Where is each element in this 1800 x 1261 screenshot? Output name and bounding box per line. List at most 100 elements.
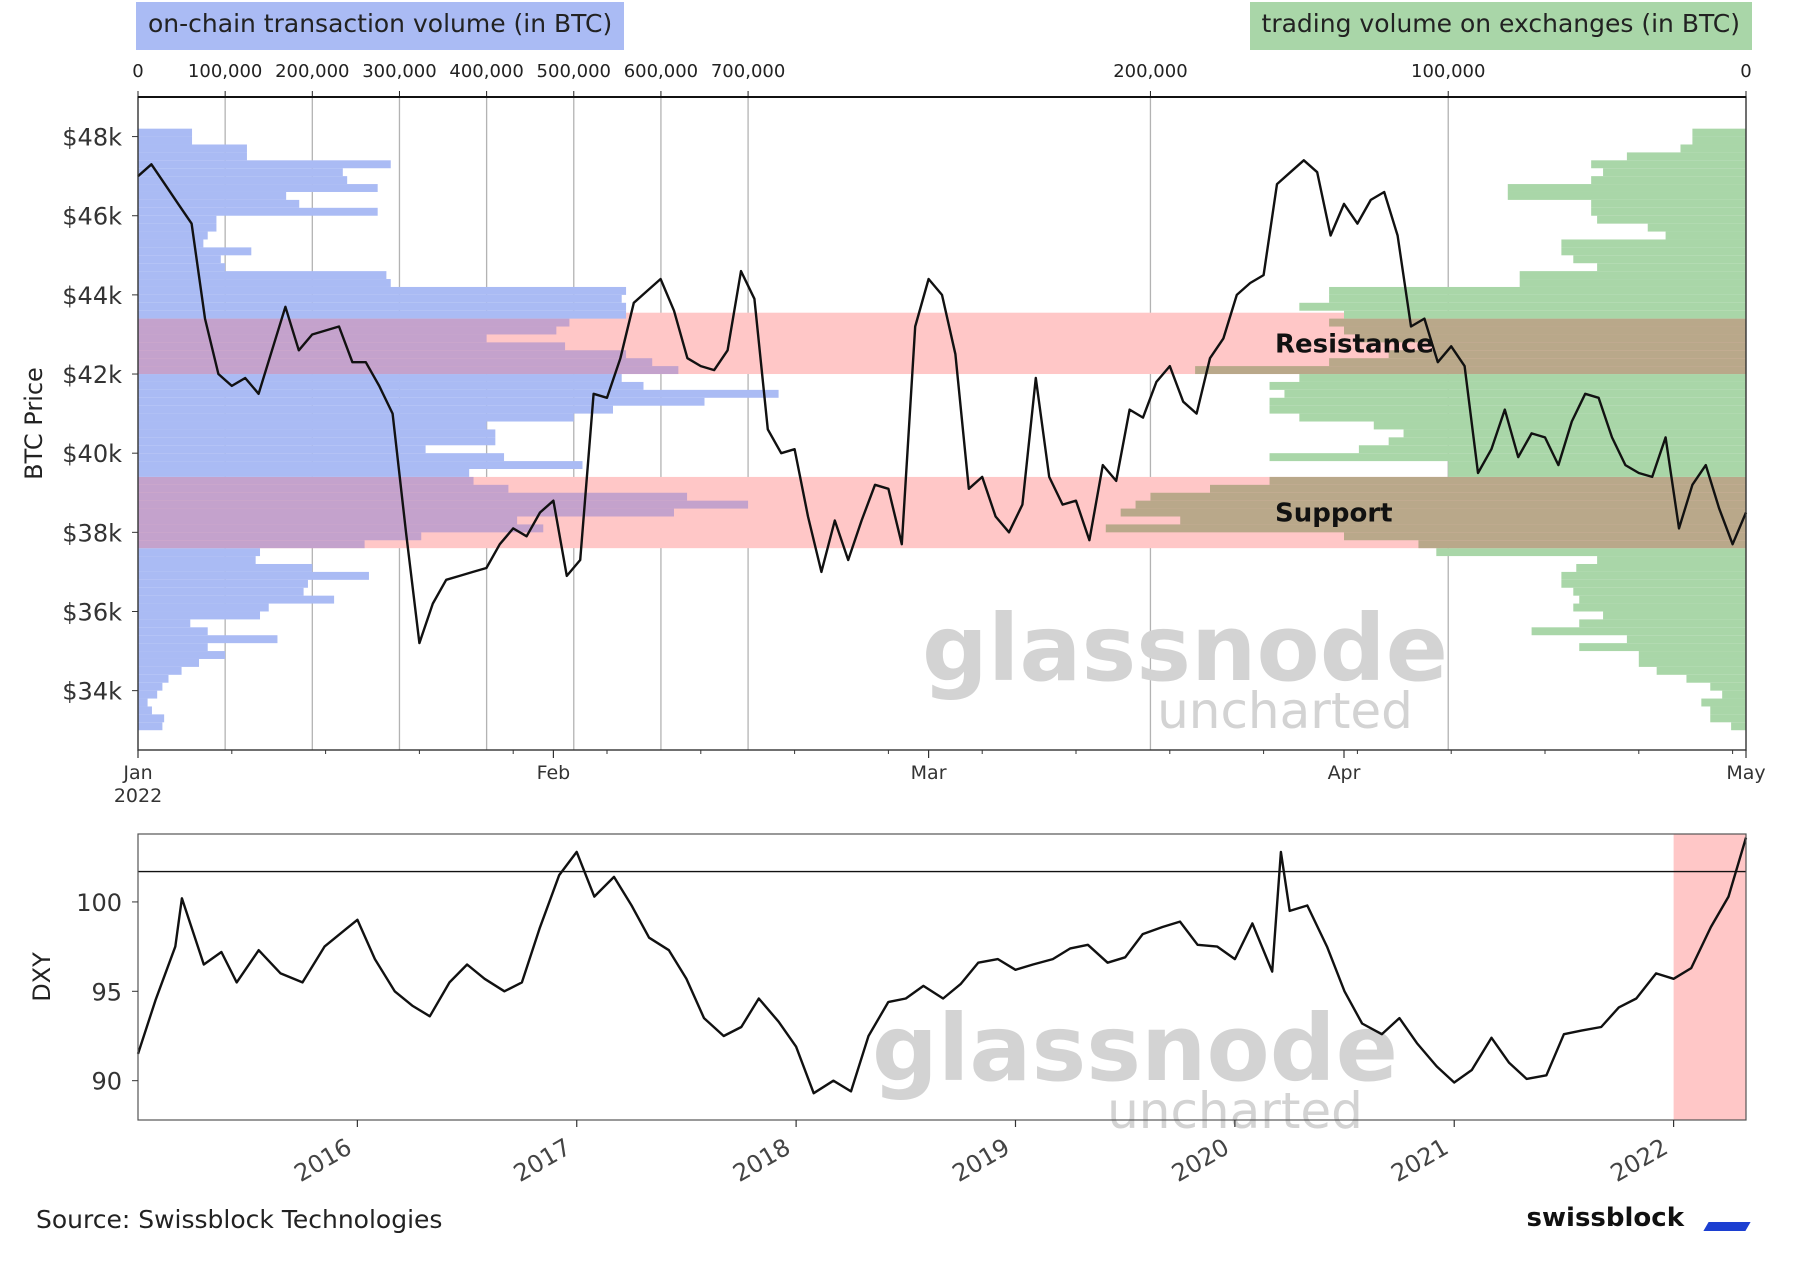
onchain-volume-bar <box>138 255 221 264</box>
onchain-volume-bar <box>138 215 217 224</box>
exchange-volume-bar <box>1591 176 1746 185</box>
dxy-line <box>136 837 1748 1095</box>
x-tick-label: Mar <box>911 762 947 784</box>
x-tick-label: May <box>1726 762 1765 784</box>
exchange-volume-bar <box>1603 611 1746 620</box>
dxy-x-tick-label: 2017 <box>509 1133 576 1188</box>
top-right-tick-label: 200,000 <box>1113 61 1187 82</box>
onchain-volume-bar <box>138 326 557 335</box>
onchain-volume-bar <box>138 128 193 137</box>
top-left-tick-label: 500,000 <box>537 61 611 82</box>
onchain-volume-bar <box>138 722 163 731</box>
exchange-volume-bar <box>1329 286 1746 295</box>
onchain-volume-bar <box>138 635 278 644</box>
exchange-volume-bar <box>1120 508 1746 517</box>
exchange-volume-bar <box>1507 191 1746 200</box>
onchain-volume-bar <box>138 413 574 422</box>
onchain-volume-bar <box>138 263 226 272</box>
onchain-volume-bar <box>138 168 343 177</box>
exchange-volume-bar <box>1448 461 1746 470</box>
dxy-x-tick-label: 2019 <box>948 1133 1015 1188</box>
exchange-volume-bar <box>1329 358 1746 367</box>
y-tick-label: $48k <box>62 124 122 152</box>
onchain-volume-bar <box>138 492 688 501</box>
exchange-volume-bar <box>1680 144 1746 153</box>
exchange-volume-bar <box>1656 666 1746 675</box>
exchange-volume-bar <box>1573 255 1746 264</box>
x-tick-label: Apr <box>1328 762 1361 784</box>
exchange-volume-bar <box>1561 247 1746 256</box>
exchange-volume-bar <box>1591 199 1746 208</box>
exchange-volume-bar <box>1519 271 1746 280</box>
onchain-volume-bar <box>138 643 208 652</box>
onchain-volume-bar <box>138 595 335 604</box>
exchange-volume-bar <box>1665 231 1746 240</box>
exchange-volume-bar <box>1358 334 1746 343</box>
dxy-x-tick-label: 2022 <box>1606 1133 1673 1188</box>
exchange-volume-bar <box>1701 698 1746 707</box>
exchange-volume-bar <box>1299 302 1746 311</box>
onchain-volume-bar <box>138 619 191 628</box>
exchange-volume-bar <box>1722 690 1746 699</box>
y-tick-label: $34k <box>62 678 122 706</box>
exchange-volume-bar <box>1576 563 1746 572</box>
onchain-volume-bar <box>138 239 204 248</box>
onchain-volume-bar <box>138 207 378 216</box>
onchain-volume-bar <box>138 437 496 446</box>
top-left-tick-label: 0 <box>132 61 143 82</box>
exchange-volume-bar <box>1561 239 1746 248</box>
onchain-volume-bar <box>138 500 749 509</box>
exchange-volume-bar <box>1269 453 1746 462</box>
onchain-volume-bar <box>138 152 247 161</box>
onchain-volume-bar <box>138 199 300 208</box>
y-tick-label: $40k <box>62 440 122 468</box>
onchain-volume-bar <box>138 334 487 343</box>
exchange-volume-bar <box>1135 500 1746 509</box>
exchange-volume-bar <box>1418 540 1746 549</box>
exchange-volume-bar <box>1561 579 1746 588</box>
onchain-volume-bar <box>138 358 653 367</box>
onchain-volume-bar <box>138 611 261 620</box>
dxy-x-tick-label: 2020 <box>1167 1133 1234 1188</box>
exchange-volume-bar <box>1591 160 1746 169</box>
top-left-tick-label: 600,000 <box>624 61 698 82</box>
watermark-uncharted: uncharted <box>1107 1082 1363 1140</box>
onchain-volume-bar <box>138 532 422 541</box>
dxy-y-tick-label: 90 <box>91 1068 122 1096</box>
onchain-volume-bar <box>138 136 193 145</box>
top-left-tick-label: 100,000 <box>188 61 262 82</box>
y-tick-label: $46k <box>62 203 122 231</box>
exchange-volume-bar <box>1638 658 1746 667</box>
exchange-volume-bar <box>1344 310 1746 319</box>
exchange-volume-bar <box>1269 397 1746 406</box>
exchange-volume-bar <box>1269 405 1746 414</box>
onchain-volume-bar <box>138 310 627 319</box>
exchange-volume-bar <box>1210 484 1746 493</box>
onchain-volume-bar <box>138 548 261 557</box>
top-left-tick-label: 200,000 <box>275 61 349 82</box>
onchain-volume-bar <box>138 366 679 375</box>
exchange-volume-bar <box>1519 279 1746 287</box>
onchain-volume-bar <box>138 524 544 533</box>
onchain-volume-bar <box>138 698 148 707</box>
exchange-volume-bar <box>1579 595 1746 604</box>
onchain-volume-bar <box>138 563 313 572</box>
onchain-volume-bar <box>138 461 583 470</box>
onchain-volume-bar <box>138 453 505 462</box>
exchange-volume-bar <box>1603 168 1746 177</box>
exchange-volume-bar <box>1626 635 1746 644</box>
onchain-volume-bar <box>138 714 165 723</box>
top-right-tick-label: 0 <box>1740 61 1751 82</box>
y-axis-title: BTC Price <box>20 367 48 480</box>
onchain-volume-bar <box>138 540 365 549</box>
onchain-volume-bar <box>138 231 208 240</box>
onchain-volume-bar <box>138 302 627 311</box>
onchain-volume-bar <box>138 587 304 596</box>
onchain-volume-bar <box>138 571 369 580</box>
exchange-volume-bar <box>1358 445 1746 454</box>
dxy-plot-frame <box>137 833 1747 1121</box>
onchain-volume-bar <box>138 484 509 493</box>
onchain-volume-bar <box>138 421 487 430</box>
exchange-volume-bar <box>1731 722 1746 731</box>
exchange-volume-bar <box>1579 619 1746 628</box>
